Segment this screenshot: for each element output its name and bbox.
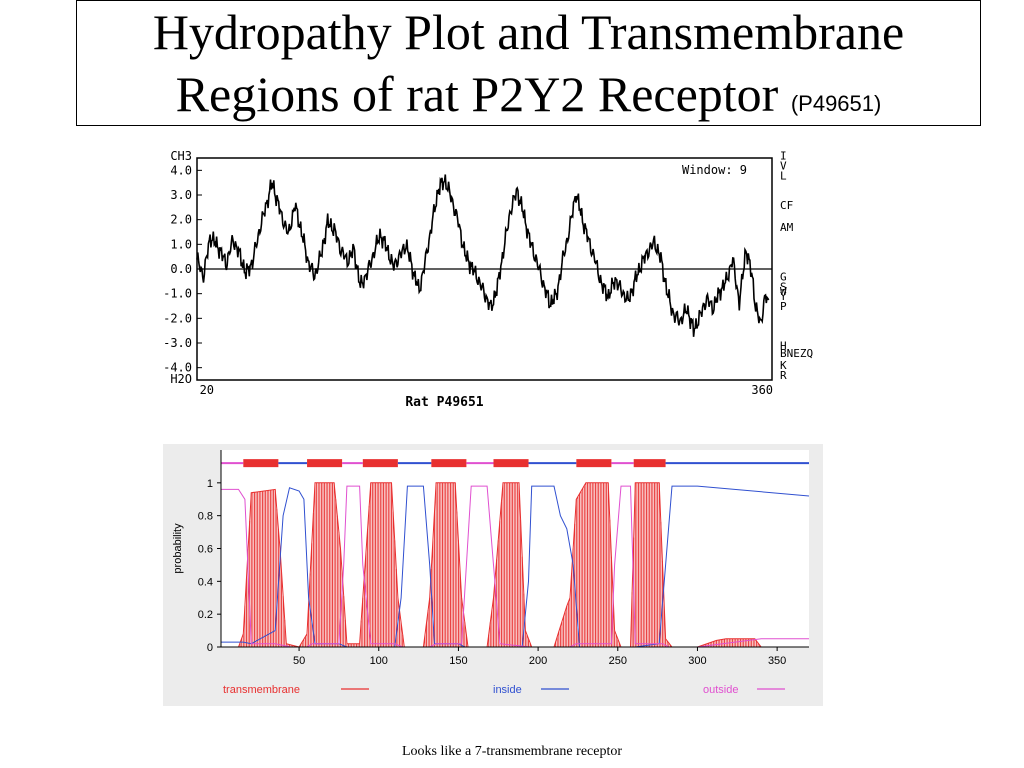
amino-acid-label: BNEZQ xyxy=(780,347,813,360)
y-tick-label: -3.0 xyxy=(163,336,192,350)
accession-label: (P49651) xyxy=(790,91,882,116)
y-tick-label: 1 xyxy=(207,478,213,490)
y-tick-label: 0.6 xyxy=(198,544,213,556)
amino-acid-label: S xyxy=(780,280,787,293)
title-box: Hydropathy Plot and Transmembrane Region… xyxy=(76,0,981,126)
x-tick-label: 350 xyxy=(768,655,786,667)
amino-acid-label: W xyxy=(780,285,787,298)
topology-segment-transmembrane xyxy=(493,459,529,468)
hydropathy-plot: 4.0 3.0 2.0 1.0 0.0 -1.0 -2.0 -3.0 -4.0 CH3 H2O 20 3… xyxy=(163,149,813,410)
x-tick-label: 50 xyxy=(293,655,305,667)
x-tick-label: 150 xyxy=(449,655,467,667)
topology-segment-transmembrane xyxy=(431,459,467,468)
y-tick-label: 0.2 xyxy=(198,609,213,621)
y-tick-label: 2.0 xyxy=(170,213,192,227)
amino-acid-label: I xyxy=(780,150,787,163)
plot-area xyxy=(221,450,809,647)
topology-segment-transmembrane xyxy=(633,459,666,468)
amino-acid-label: H xyxy=(780,339,787,352)
legend-label-transmembrane: transmembrane xyxy=(223,684,300,696)
y-top-label: CH3 xyxy=(170,149,192,163)
topology-segment-transmembrane xyxy=(576,459,612,468)
amino-acid-label: K xyxy=(780,359,787,372)
amino-acid-label: CF xyxy=(780,199,793,212)
topology-segment-transmembrane xyxy=(307,459,343,468)
y-tick-label: -4.0 xyxy=(163,361,192,375)
x-tick-label: 100 xyxy=(370,655,388,667)
slide-title-line2-text: Regions of rat P2Y2 Receptor xyxy=(175,66,779,122)
amino-acid-label: Y xyxy=(780,290,787,303)
x-tick-label: 250 xyxy=(609,655,627,667)
y-tick-label: 0.4 xyxy=(198,576,213,588)
amino-acid-label: L xyxy=(780,169,787,182)
amino-acid-label: P xyxy=(780,300,787,313)
transmembrane-fill xyxy=(239,482,761,647)
y-tick-label: 4.0 xyxy=(170,163,192,177)
y-tick-label: 0 xyxy=(207,642,213,654)
y-tick-label: 0.0 xyxy=(170,262,192,276)
window-annotation: Window: 9 xyxy=(682,163,747,177)
y-tick-label: -1.0 xyxy=(163,287,192,301)
y-tick-label: 0.8 xyxy=(198,511,213,523)
legend-label-outside: outside xyxy=(703,684,738,696)
y-tick-label: 1.0 xyxy=(170,237,192,251)
x-tick-label: 20 xyxy=(200,383,214,397)
x-tick-label: 360 xyxy=(751,383,773,397)
legend-label-inside: inside xyxy=(493,684,522,696)
amino-acid-label: V xyxy=(780,159,787,172)
topology-segment-transmembrane xyxy=(362,459,398,468)
y-axis-label: probability xyxy=(172,523,184,574)
y-tick-label: -2.0 xyxy=(163,311,192,325)
topology-segment-transmembrane xyxy=(243,459,279,468)
amino-acid-label: AM xyxy=(780,221,794,234)
slide-title-line1: Hydropathy Plot and Transmembrane xyxy=(152,4,905,60)
slide-title-line2: Regions of rat P2Y2 Receptor (P49651) xyxy=(77,65,980,133)
amino-acid-label: G xyxy=(780,270,787,283)
x-tick-label: 300 xyxy=(688,655,706,667)
hydropathy-series-line xyxy=(196,174,770,337)
y-bottom-label: H2O xyxy=(170,372,192,386)
x-axis-label: Rat P49651 xyxy=(405,395,483,410)
x-tick-label: 200 xyxy=(529,655,547,667)
slide-caption: Looks like a 7-transmembrane receptor xyxy=(401,744,623,759)
amino-acid-label: R xyxy=(780,369,787,382)
y-tick-label: 3.0 xyxy=(170,188,192,202)
